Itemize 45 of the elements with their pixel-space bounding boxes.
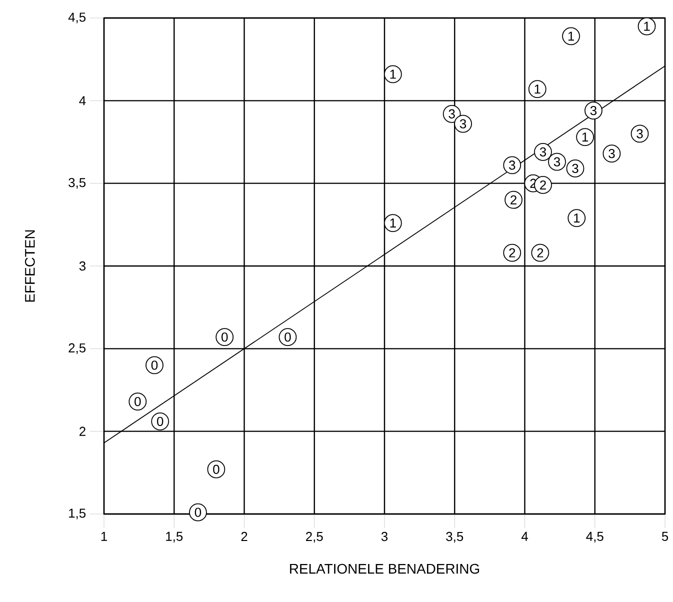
text: 0 [213,464,220,474]
series-label: 0 [284,332,291,342]
text: 3 [572,164,578,174]
text: 3 [590,106,597,116]
x-tick-label: 1,5 [166,532,183,542]
x-tick-label: 3,5 [446,532,464,543]
text: 0 [151,360,158,370]
text: 1 [644,22,650,31]
y-tick-label: 3,5 [68,178,86,189]
y-tick-label: 4 [79,96,86,106]
text: 2 [510,195,516,204]
y-tick-label: 4,5 [68,12,86,24]
y-tick-label: 2,5 [68,343,86,354]
text: 1 [390,70,396,79]
x-tick-label: 1 [101,532,107,541]
text: 3 [554,157,560,166]
text: 0 [222,332,228,342]
text: 0 [134,396,141,406]
x-axis-title: RELATIONELE BENADERING [290,564,480,574]
series-label: 3 [460,119,466,128]
x-tick-label: 4,5 [586,532,604,542]
y-tick-label: 3 [79,261,86,271]
y-tick-label: 1,5 [69,508,86,520]
text: 1 [390,218,396,228]
x-tick-label: 5 [662,532,668,541]
y-tick-label: 2 [80,426,86,436]
text: 3 [540,147,546,156]
x-tick-label: 2,5 [306,532,323,543]
text: 1 [534,84,540,94]
text: 2 [537,248,544,258]
text: 0 [194,508,202,517]
text: 3 [636,129,643,138]
y-axis-title: EFFECTEN [24,230,35,302]
text: 1 [582,132,588,142]
series-label: 2 [540,180,546,190]
x-tick-label: 4 [521,532,528,541]
text: 2 [509,248,516,258]
text: 0 [157,416,164,426]
x-tick-label: 3 [381,532,388,542]
text: 3 [608,148,615,158]
text: 3 [448,109,455,118]
text: 3 [509,160,516,170]
text: 1 [574,214,580,223]
x-tick-label: 2 [241,532,248,541]
series-label: 1 [568,32,574,41]
